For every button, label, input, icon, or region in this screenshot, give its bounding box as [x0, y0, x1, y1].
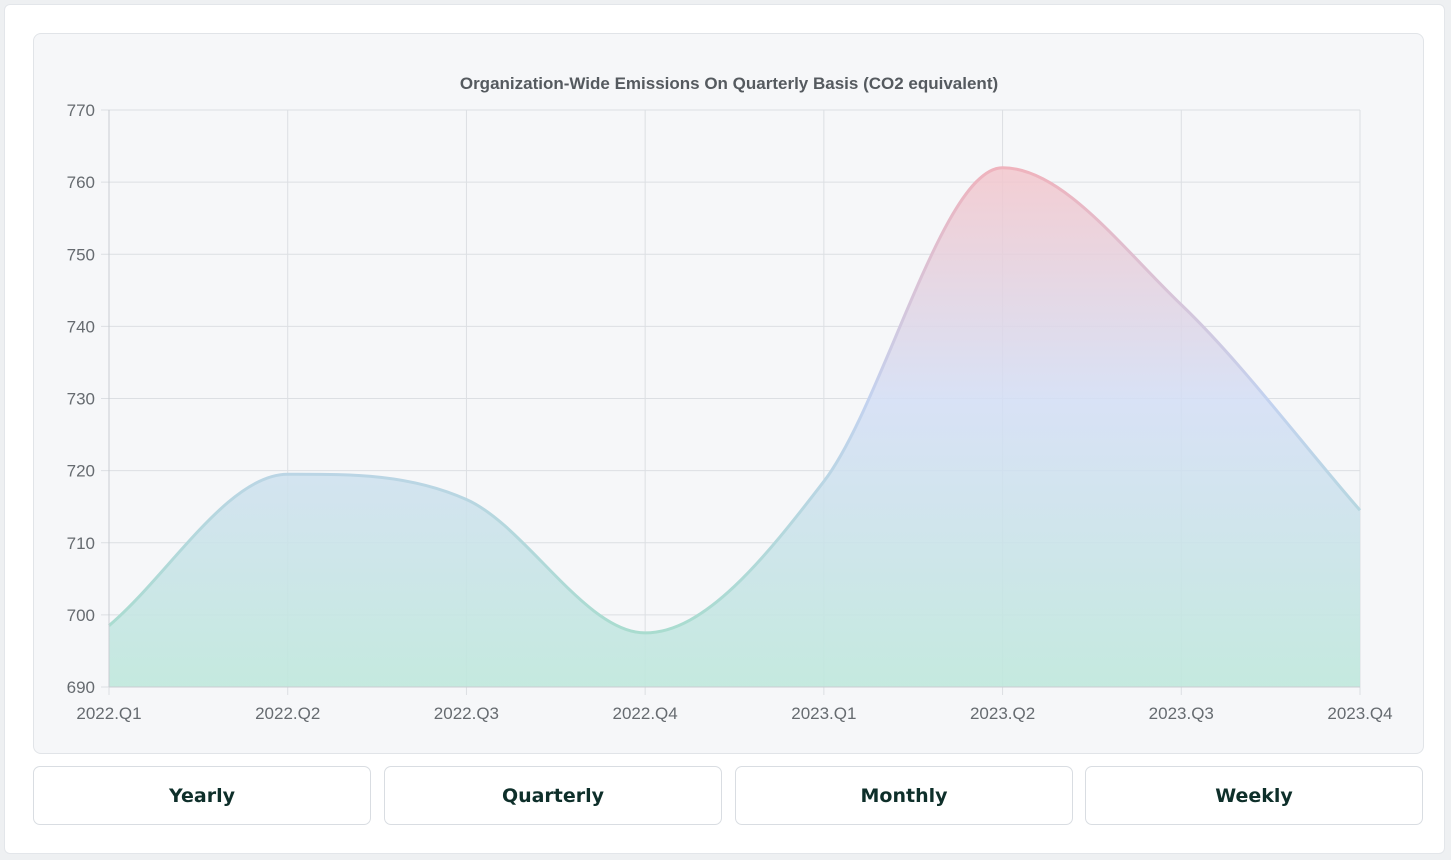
x-tick-label: 2023.Q2 — [970, 704, 1035, 723]
x-tick-label: 2022.Q1 — [76, 704, 141, 723]
monthly-button[interactable]: Monthly — [735, 766, 1073, 825]
x-tick-label: 2022.Q2 — [255, 704, 320, 723]
x-tick-label: 2023.Q4 — [1327, 704, 1392, 723]
x-tick-label: 2023.Q1 — [791, 704, 856, 723]
chart-title: Organization-Wide Emissions On Quarterly… — [460, 74, 998, 93]
emissions-area-chart: Organization-Wide Emissions On Quarterly… — [67, 74, 1393, 723]
period-button-row: Yearly Quarterly Monthly Weekly — [33, 766, 1424, 826]
y-tick-label: 730 — [67, 390, 95, 409]
x-tick-label: 2023.Q3 — [1149, 704, 1214, 723]
area-fill — [109, 167, 1360, 687]
y-tick-label: 750 — [67, 245, 95, 264]
weekly-button[interactable]: Weekly — [1085, 766, 1423, 825]
quarterly-button[interactable]: Quarterly — [384, 766, 722, 825]
page-container: Organization-Wide Emissions On Quarterly… — [4, 4, 1445, 854]
x-tick-label: 2022.Q4 — [613, 704, 678, 723]
y-tick-label: 700 — [67, 606, 95, 625]
y-tick-label: 720 — [67, 462, 95, 481]
y-tick-label: 710 — [67, 534, 95, 553]
y-tick-label: 740 — [67, 317, 95, 336]
y-tick-label: 760 — [67, 173, 95, 192]
chart-card: Organization-Wide Emissions On Quarterly… — [33, 33, 1424, 754]
yearly-button[interactable]: Yearly — [33, 766, 371, 825]
x-tick-label: 2022.Q3 — [434, 704, 499, 723]
series-line — [108, 166, 1362, 635]
y-tick-label: 690 — [67, 678, 95, 697]
y-tick-label: 770 — [67, 101, 95, 120]
